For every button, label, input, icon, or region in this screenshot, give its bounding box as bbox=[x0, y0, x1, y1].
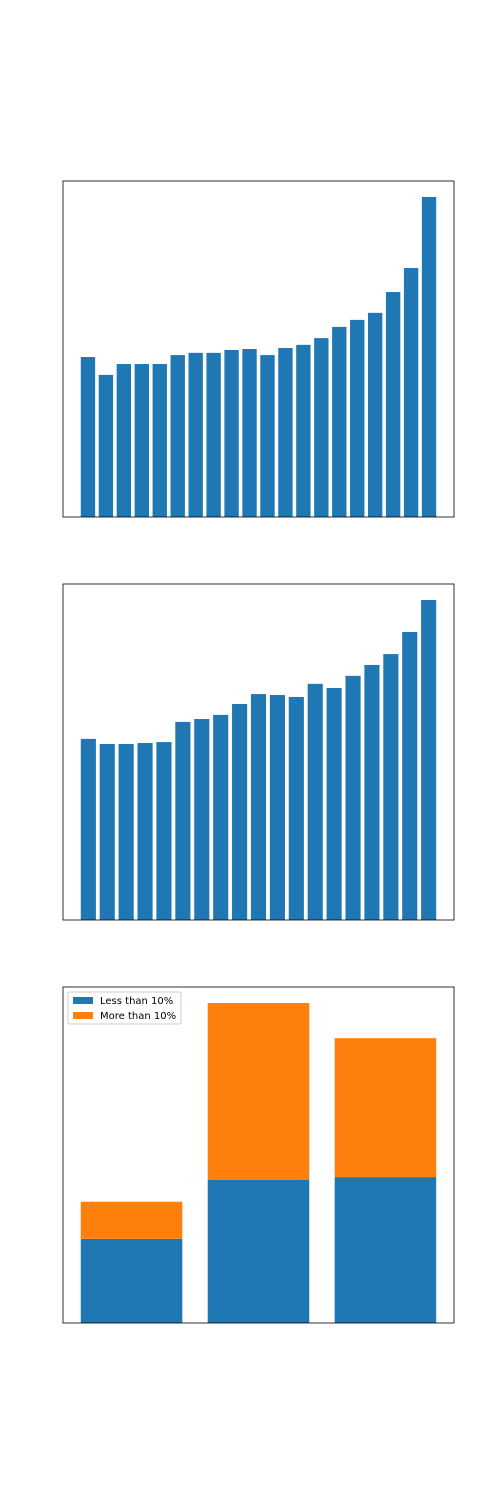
bar bbox=[224, 349, 239, 517]
bar bbox=[80, 738, 96, 920]
bar-segment bbox=[334, 1038, 437, 1178]
bar bbox=[232, 704, 248, 920]
bar bbox=[403, 268, 419, 517]
bar bbox=[99, 744, 115, 920]
legend-label: Less than 10% bbox=[100, 996, 173, 1007]
bar bbox=[152, 364, 167, 517]
bar-segment bbox=[207, 1179, 310, 1323]
bar bbox=[206, 352, 221, 517]
bar bbox=[156, 742, 172, 920]
bar bbox=[278, 348, 293, 517]
bar bbox=[118, 744, 134, 920]
bar bbox=[368, 312, 383, 517]
bar bbox=[170, 355, 185, 517]
bar bbox=[402, 632, 418, 920]
bar-segment bbox=[207, 1003, 310, 1180]
bar bbox=[80, 357, 96, 517]
bar bbox=[250, 694, 267, 920]
bar bbox=[175, 721, 191, 920]
bar bbox=[288, 696, 304, 920]
legend-swatch bbox=[73, 1012, 93, 1019]
bar bbox=[98, 374, 114, 517]
legend-box bbox=[67, 991, 182, 1025]
legend-swatch bbox=[73, 997, 93, 1004]
bar bbox=[326, 688, 342, 920]
bar bbox=[385, 292, 401, 517]
bar bbox=[213, 714, 229, 920]
bar bbox=[269, 695, 285, 920]
bar bbox=[345, 675, 361, 920]
axes-frame bbox=[62, 180, 455, 518]
bar bbox=[421, 600, 437, 920]
bar-segment bbox=[334, 1177, 437, 1323]
bar bbox=[307, 683, 323, 920]
bar bbox=[383, 654, 399, 920]
bar bbox=[364, 664, 380, 920]
bar bbox=[421, 197, 437, 517]
bar bbox=[242, 349, 257, 517]
bar-segment bbox=[80, 1238, 183, 1323]
bar bbox=[188, 352, 203, 517]
bar bbox=[116, 364, 132, 517]
bar bbox=[260, 355, 275, 517]
bar bbox=[134, 364, 149, 517]
bar bbox=[314, 338, 329, 517]
bar bbox=[137, 743, 153, 920]
axes-frame bbox=[62, 986, 455, 1324]
bar bbox=[350, 319, 365, 517]
axes-frame bbox=[62, 583, 455, 921]
bar bbox=[194, 719, 210, 920]
legend-label: More than 10% bbox=[100, 1011, 176, 1022]
bar bbox=[296, 344, 311, 517]
bar-segment bbox=[80, 1201, 183, 1239]
bar bbox=[332, 326, 347, 517]
